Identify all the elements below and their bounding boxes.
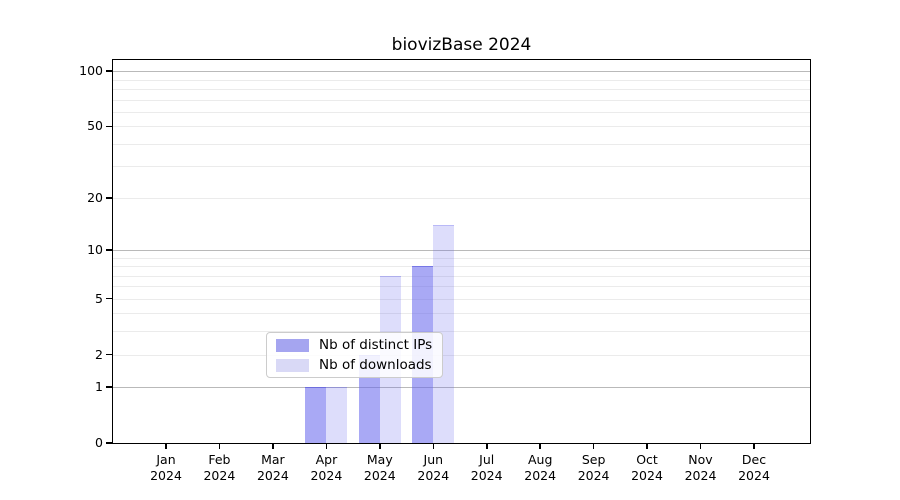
bar-nb-of-downloads-jun-2024	[433, 224, 455, 443]
x-tick-label-aug-2024: Aug 2024	[524, 452, 557, 483]
x-tick-mark-oct-2024	[646, 444, 648, 449]
x-tick-label-may-2024: May 2024	[363, 452, 396, 483]
x-tick-mark-may-2024	[379, 444, 381, 449]
legend: Nb of distinct IPs Nb of downloads	[266, 332, 444, 378]
gridline-minor-60	[113, 111, 810, 113]
y-tick-label-5: 5	[95, 290, 103, 306]
x-tick-label-feb-2024: Feb 2024	[203, 452, 236, 483]
x-tick-label-dec-2024: Dec 2024	[738, 452, 770, 483]
gridline-minor-50	[113, 126, 810, 128]
gridline-minor-70	[113, 99, 810, 101]
y-tick-mark-5	[106, 297, 112, 300]
y-tick-mark-0	[106, 442, 112, 444]
gridline-minor-7	[113, 275, 810, 277]
x-tick-mark-apr-2024	[325, 444, 328, 449]
y-tick-mark-2	[106, 353, 112, 356]
gridline-major-10	[113, 249, 810, 251]
y-tick-mark-50	[106, 125, 112, 127]
gridline-minor-6	[113, 286, 810, 288]
gridline-minor-40	[113, 143, 810, 145]
y-tick-label-20: 20	[87, 189, 103, 205]
plot-area	[113, 60, 810, 443]
bar-nb-of-distinct-ips-apr-2024	[305, 387, 327, 443]
x-tick-mark-jan-2024	[165, 444, 167, 449]
gridline-minor-4	[113, 313, 810, 315]
y-tick-label-1: 1	[95, 379, 103, 395]
x-tick-label-jul-2024: Jul 2024	[470, 452, 503, 483]
x-tick-label-jun-2024: Jun 2024	[417, 452, 450, 483]
legend-label-downloads: Nb of downloads	[319, 357, 432, 373]
chart-title: biovizBase 2024	[391, 35, 532, 55]
gridline-minor-80	[113, 88, 810, 90]
gridline-minor-5	[113, 298, 810, 300]
gridline-minor-9	[113, 257, 810, 259]
gridline-minor-2	[113, 354, 810, 356]
gridline-minor-90	[113, 79, 810, 81]
x-tick-mark-dec-2024	[753, 444, 755, 449]
legend-row-downloads: Nb of downloads	[276, 357, 432, 373]
x-tick-mark-jul-2024	[486, 444, 488, 449]
y-tick-mark-20	[106, 197, 112, 199]
legend-swatch-distinct-ips	[276, 338, 309, 352]
x-tick-mark-feb-2024	[218, 444, 221, 449]
legend-label-distinct-ips: Nb of distinct IPs	[319, 337, 433, 353]
y-tick-label-100: 100	[79, 63, 103, 79]
x-tick-label-jan-2024: Jan 2024	[150, 452, 182, 483]
x-tick-label-oct-2024: Oct 2024	[631, 452, 663, 483]
x-tick-mark-jun-2024	[432, 444, 434, 449]
gridline-minor-8	[113, 266, 810, 267]
x-tick-label-mar-2024: Mar 2024	[256, 452, 289, 483]
bar-nb-of-downloads-apr-2024	[326, 387, 348, 443]
x-tick-mark-mar-2024	[272, 444, 274, 449]
x-tick-label-nov-2024: Nov 2024	[684, 452, 717, 483]
x-tick-label-apr-2024: Apr 2024	[310, 452, 343, 483]
x-tick-label-sep-2024: Sep 2024	[577, 452, 610, 483]
y-tick-label-0: 0	[95, 435, 103, 450]
y-tick-mark-10	[106, 249, 112, 251]
gridline-minor-30	[113, 166, 810, 168]
gridline-major-100	[113, 71, 810, 73]
gridline-minor-20	[113, 197, 810, 199]
legend-swatch-downloads	[276, 358, 309, 372]
y-tick-mark-1	[106, 386, 112, 388]
gridline-minor-3	[113, 331, 810, 333]
x-tick-mark-aug-2024	[539, 444, 541, 449]
y-tick-mark-100	[106, 70, 112, 72]
legend-row-distinct-ips: Nb of distinct IPs	[276, 337, 432, 353]
y-tick-label-50: 50	[87, 118, 103, 134]
y-tick-label-2: 2	[95, 346, 103, 362]
x-tick-mark-sep-2024	[592, 444, 595, 449]
gridline-major-1	[113, 387, 810, 389]
x-tick-mark-nov-2024	[699, 444, 702, 449]
y-tick-label-10: 10	[87, 241, 103, 257]
